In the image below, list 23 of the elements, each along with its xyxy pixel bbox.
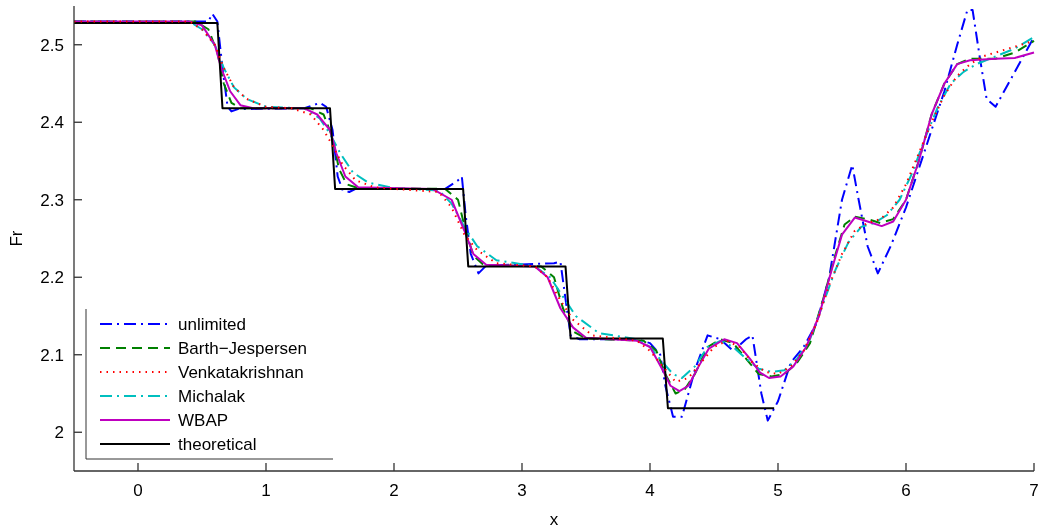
y-axis-title: Fr [7, 230, 26, 247]
x-tick-label: 2 [389, 481, 399, 500]
y-tick-label: 2.5 [40, 35, 64, 55]
y-tick-label: 2.4 [40, 113, 64, 133]
y-tick-label: 2.2 [40, 268, 64, 288]
x-tick-label: 5 [773, 481, 783, 500]
line-series [73, 22, 776, 410]
x-tick-label: 3 [517, 481, 527, 500]
legend-label: Venkatakrishnan [178, 362, 304, 382]
legend-label: unlimited [178, 314, 247, 334]
legend-label: Michalak [178, 386, 246, 406]
x-axis-title: x [549, 510, 559, 529]
x-tick-label: 0 [133, 481, 143, 500]
legend-label: theoretical [178, 434, 257, 454]
y-tick-label: 2.1 [40, 345, 64, 365]
y-tick-label: 2 [54, 423, 64, 443]
legend-label: Barth−Jespersen [178, 338, 307, 358]
y-tick-label: 2.3 [40, 190, 64, 210]
x-tick-label: 7 [1029, 481, 1039, 500]
x-tick-label: 6 [901, 481, 911, 500]
x-tick-label: 1 [261, 481, 271, 500]
x-tick-label: 4 [645, 481, 655, 500]
legend-label: WBAP [178, 410, 229, 430]
